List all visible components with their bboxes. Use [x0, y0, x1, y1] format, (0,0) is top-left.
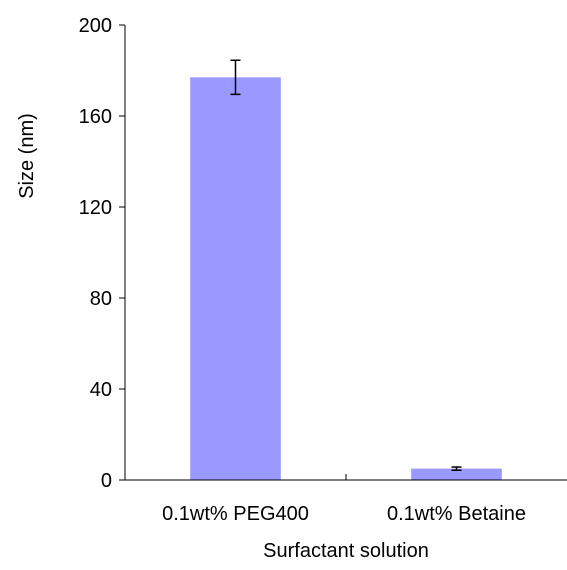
- y-tick-label: 40: [90, 379, 112, 401]
- bar-betaine: [411, 468, 502, 480]
- y-axis-label: Size (nm): [16, 113, 38, 199]
- error-bars-group: [230, 59, 462, 471]
- y-tick-label: 0: [101, 470, 112, 492]
- bars-group: [190, 77, 502, 480]
- y-tick-label: 120: [79, 197, 112, 219]
- y-tick-label: 160: [79, 106, 112, 128]
- y-tick-label: 200: [79, 15, 112, 37]
- y-ticks-group: 0 40 80 120 160 200: [79, 15, 125, 492]
- y-tick-label: 80: [90, 288, 112, 310]
- x-ticks-group: 0.1wt% PEG400 0.1wt% Betaine: [162, 474, 526, 525]
- x-tick-label: 0.1wt% Betaine: [387, 503, 526, 525]
- x-tick-label: 0.1wt% PEG400: [162, 503, 309, 525]
- x-axis-label: Surfactant solution: [263, 540, 429, 562]
- bar-peg400: [190, 77, 281, 480]
